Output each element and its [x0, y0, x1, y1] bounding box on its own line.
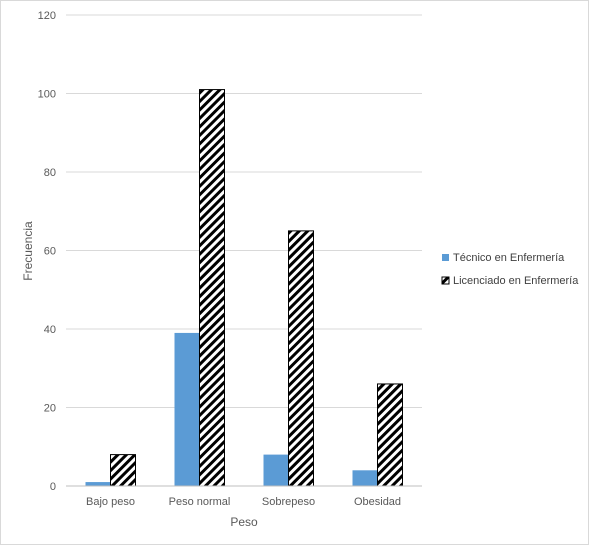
y-tick-label: 80 — [44, 167, 56, 179]
bar-licenciado-2 — [288, 230, 314, 487]
bar-tecnico-3 — [352, 470, 378, 486]
x-tick-label: Sobrepeso — [262, 496, 315, 508]
legend-swatch-licenciado — [441, 276, 450, 285]
gridlines — [66, 14, 422, 408]
x-tick-label: Bajo peso — [86, 496, 135, 508]
x-tick-label: Obesidad — [354, 496, 401, 508]
y-tick-label: 40 — [44, 324, 56, 336]
bar-licenciado-1 — [199, 89, 225, 487]
bar-licenciado-0 — [110, 454, 136, 487]
legend-swatch-tecnico — [442, 254, 449, 261]
y-tick-label: 60 — [44, 246, 56, 258]
axes: 0 20 40 60 80 100 120 Bajo peso Peso normal Sobre… — [21, 10, 422, 529]
y-tick-label: 20 — [44, 403, 56, 415]
legend-label: Técnico en Enfermería — [453, 252, 565, 264]
bar-licenciado-3 — [377, 383, 403, 487]
legend: Técnico en Enfermería Licenciado en Enfer… — [441, 252, 579, 287]
x-tick-label: Peso normal — [169, 496, 231, 508]
y-tick-label: 100 — [38, 89, 56, 101]
y-tick-label: 0 — [50, 481, 56, 493]
y-tick-label: 120 — [38, 10, 56, 22]
bar-tecnico-0 — [85, 482, 111, 486]
y-axis-title: Frecuencia — [21, 221, 35, 281]
bar-tecnico-2 — [263, 454, 289, 486]
bars — [85, 89, 403, 487]
legend-label: Licenciado en Enfermería — [453, 275, 579, 287]
bar-tecnico-1 — [174, 332, 200, 486]
x-axis-title: Peso — [230, 515, 258, 529]
